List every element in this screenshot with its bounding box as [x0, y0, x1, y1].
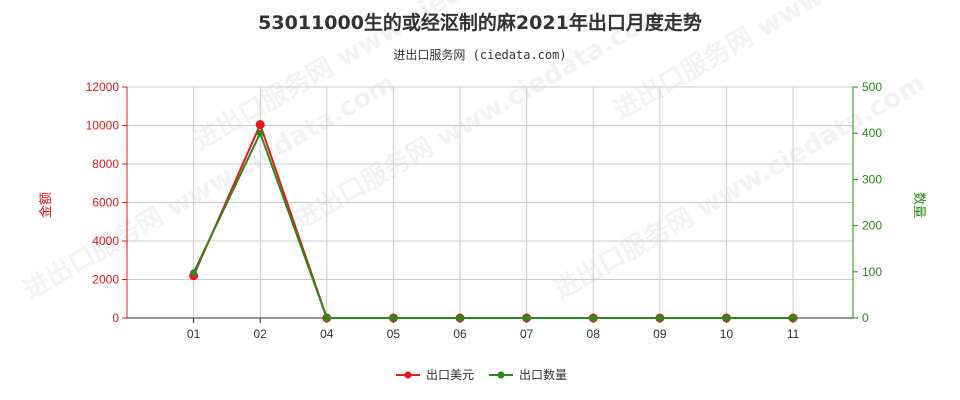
- data-point-qty: [789, 314, 797, 322]
- right-tick-label: 100: [862, 265, 882, 279]
- series-line-qty: [192, 130, 794, 319]
- right-tick-label: 0: [862, 311, 869, 325]
- data-point-qty: [523, 314, 531, 322]
- data-point-qty: [456, 314, 464, 322]
- legend-marker: [404, 371, 412, 379]
- data-point-qty: [589, 314, 597, 322]
- left-tick-label: 0: [112, 311, 119, 325]
- data-point-qty: [656, 314, 664, 322]
- left-tick-label: 12000: [86, 80, 120, 94]
- data-point-usd: [255, 120, 265, 130]
- x-tick-label: 07: [520, 327, 534, 341]
- legend-marker: [497, 371, 505, 379]
- left-tick-label: 2000: [92, 273, 119, 287]
- x-tick-label: 02: [254, 327, 268, 341]
- legend-label: 出口美元: [426, 368, 474, 382]
- legend-label: 出口数量: [519, 367, 567, 382]
- left-tick-label: 8000: [92, 157, 119, 171]
- right-tick-label: 500: [862, 80, 882, 94]
- data-point-qty: [323, 314, 331, 322]
- data-point-qty: [722, 314, 730, 322]
- x-tick-label: 08: [587, 327, 601, 341]
- right-tick-label: 300: [862, 172, 882, 186]
- right-axis-label: 数量: [911, 192, 926, 218]
- x-tick-label: 01: [187, 327, 201, 341]
- x-tick-label: 10: [720, 327, 734, 341]
- left-tick-label: 4000: [92, 234, 119, 248]
- right-tick-label: 400: [862, 126, 882, 140]
- x-tick-label: 09: [653, 327, 667, 341]
- x-tick-label: 05: [387, 327, 401, 341]
- chart-subtitle: 进出口服务网 (ciedata.com): [393, 48, 567, 62]
- left-axis-label: 金额: [38, 192, 54, 218]
- data-point-qty: [256, 129, 264, 137]
- left-tick-label: 6000: [92, 196, 119, 210]
- data-point-qty: [190, 269, 198, 277]
- x-tick-label: 06: [453, 327, 467, 341]
- right-tick-label: 200: [862, 219, 882, 233]
- data-point-qty: [389, 314, 397, 322]
- chart-title: 53011000生的或经沤制的麻2021年出口月度走势: [258, 12, 702, 34]
- x-tick-label: 11: [787, 327, 800, 341]
- x-tick-label: 04: [320, 327, 334, 341]
- left-tick-label: 10000: [86, 119, 120, 133]
